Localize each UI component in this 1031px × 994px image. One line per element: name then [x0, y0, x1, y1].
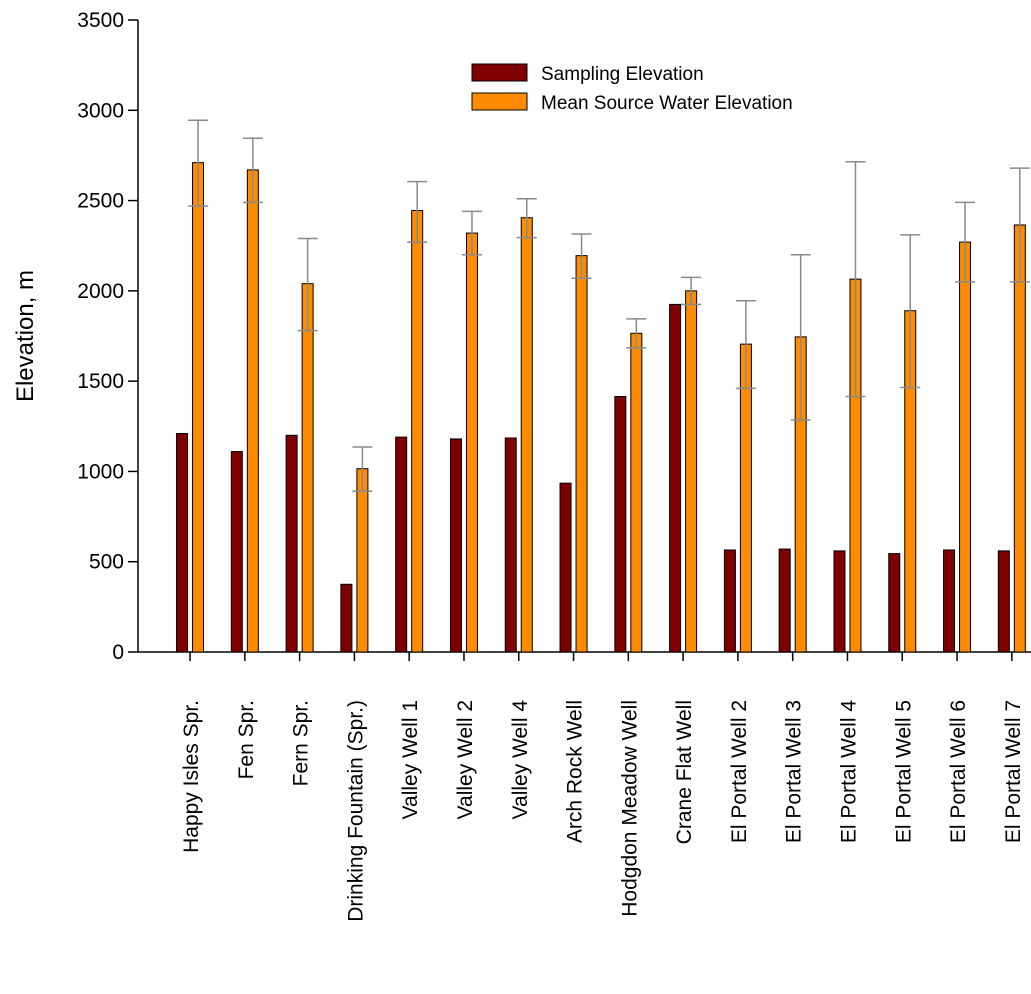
bar-mean-source-water-elevation — [959, 241, 972, 653]
y-axis-title: Elevation, m — [12, 270, 39, 402]
legend-swatch-mean-source-water-elevation — [471, 92, 528, 111]
bar-sampling-elevation — [997, 550, 1010, 653]
error-bar — [571, 233, 592, 279]
bar-sampling-elevation — [395, 436, 408, 653]
error-bar — [955, 201, 976, 283]
y-tick-label: 500 — [89, 551, 124, 574]
bar-sampling-elevation — [285, 434, 298, 653]
x-tick-label: Hodgdon Meadow Well — [618, 700, 641, 917]
y-tick-label: 3000 — [77, 99, 124, 122]
error-bar — [407, 180, 428, 243]
bar-mean-source-water-elevation — [520, 217, 533, 653]
y-axis: 0 500 1000 1500 2000 2500 3000 3500 — [77, 9, 139, 664]
error-bar — [626, 318, 647, 349]
bar-sampling-elevation — [230, 451, 243, 653]
bars — [176, 162, 1026, 653]
bar-mean-source-water-elevation — [411, 210, 424, 653]
bar-sampling-elevation — [449, 438, 462, 653]
bar-mean-source-water-elevation — [630, 332, 643, 653]
error-bar — [461, 210, 482, 256]
y-tick-label: 1000 — [77, 460, 124, 483]
bar-sampling-elevation — [723, 549, 736, 653]
x-tick-label: Fern Spr. — [290, 700, 313, 786]
x-tick-label: El Portal Well 2 — [728, 700, 751, 843]
bar-sampling-elevation — [176, 433, 189, 653]
bar-mean-source-water-elevation — [685, 290, 698, 653]
error-bar — [681, 276, 702, 306]
legend-label-sampling-elevation: Sampling Elevation — [541, 64, 704, 85]
y-tick-label: 1500 — [77, 370, 124, 393]
bar-mean-source-water-elevation — [739, 343, 752, 653]
x-tick-label: El Portal Well 3 — [783, 700, 806, 843]
x-tick-label: Arch Rock Well — [564, 700, 587, 843]
legend-swatch-sampling-elevation — [471, 63, 528, 82]
y-tick-label: 2000 — [77, 280, 124, 303]
error-bar — [188, 119, 209, 207]
x-tick-label: El Portal Well 5 — [892, 700, 915, 843]
bar-sampling-elevation — [943, 549, 956, 653]
x-tick-label: El Portal Well 7 — [1002, 700, 1025, 843]
y-tick-label: 0 — [112, 641, 124, 664]
bar-sampling-elevation — [340, 583, 353, 653]
bar-mean-source-water-elevation — [356, 468, 369, 653]
x-tick-label: Valley Well 2 — [454, 700, 477, 819]
error-bar — [845, 160, 866, 398]
bar-sampling-elevation — [669, 303, 682, 653]
x-tick-label: Drinking Fountain (Spr.) — [344, 700, 367, 922]
error-bar — [1009, 167, 1030, 283]
bar-sampling-elevation — [614, 395, 627, 653]
bar-sampling-elevation — [888, 553, 901, 653]
error-bars — [188, 119, 1030, 493]
error-bar — [516, 198, 537, 239]
y-tick-label: 3500 — [77, 9, 124, 32]
x-tick-label: Valley Well 1 — [399, 700, 422, 819]
error-bar — [735, 300, 756, 390]
error-bar — [352, 446, 373, 493]
error-bar — [242, 137, 263, 204]
x-tick-label: El Portal Well 6 — [947, 700, 970, 843]
y-tick-label: 2500 — [77, 190, 124, 213]
x-tick-label: Valley Well 4 — [509, 700, 532, 820]
bar-mean-source-water-elevation — [192, 162, 205, 653]
bar-mean-source-water-elevation — [575, 255, 588, 653]
x-tick-label: Crane Flat Well — [673, 700, 696, 844]
bar-mean-source-water-elevation — [246, 169, 259, 653]
x-tick-label: Fen Spr. — [235, 700, 258, 779]
bar-mean-source-water-elevation — [1013, 224, 1026, 653]
error-bar — [900, 234, 921, 389]
error-bar — [297, 237, 318, 332]
legend: Sampling Elevation Mean Source Water Ele… — [471, 63, 793, 114]
bar-sampling-elevation — [778, 548, 791, 653]
x-axis: Happy Isles Spr. Fen Spr. Fern Spr. Drinkin… — [138, 651, 1031, 922]
bar-sampling-elevation — [504, 437, 517, 653]
x-tick-label: El Portal Well 4 — [837, 700, 860, 843]
bar-sampling-elevation — [559, 482, 572, 653]
bar-mean-source-water-elevation — [301, 283, 314, 653]
bar-mean-source-water-elevation — [465, 232, 478, 653]
legend-label-mean-source-water-elevation: Mean Source Water Elevation — [541, 93, 793, 114]
error-bar — [790, 253, 811, 421]
x-tick-label: Happy Isles Spr. — [180, 700, 203, 853]
bar-sampling-elevation — [833, 550, 846, 653]
